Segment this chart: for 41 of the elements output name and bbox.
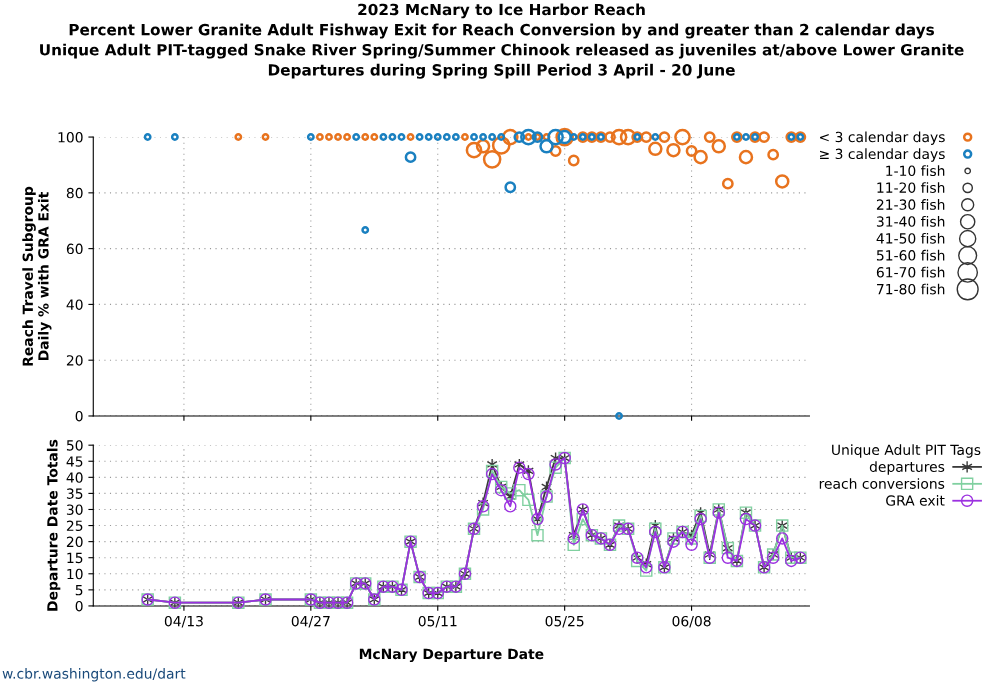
legend-label: 71-80 fish: [877, 283, 945, 295]
y-tick-label: 0: [75, 600, 83, 612]
legend-label: 31-40 fish: [876, 216, 945, 227]
y-tick-label: 5: [75, 585, 83, 596]
x-tick-label: 05/25: [545, 615, 584, 628]
x-tick-label: 04/27: [291, 615, 330, 628]
y-tick-label: 45: [66, 456, 83, 467]
legend-label: GRA exit: [886, 495, 945, 506]
legend-label: 51-60 fish: [876, 249, 945, 261]
x-axis-title: McNary Departure Date: [359, 648, 544, 662]
y-tick-label: 50: [66, 440, 83, 451]
x-tick-label: 06/08: [672, 615, 711, 628]
legend-label: reach conversions: [819, 478, 945, 489]
legend-label: departures: [869, 461, 945, 475]
legend-label: ≥ 3 calendar days: [820, 148, 945, 162]
x-tick-label: 05/11: [418, 615, 457, 628]
y-tick-label: 40: [66, 472, 83, 483]
y-tick-label: 60: [66, 243, 83, 255]
y-axis-title: Reach Travel Subgroup Daily % with GRA Exit: [22, 186, 52, 366]
text: w.cbr.washington.edu/dart: [2, 668, 186, 682]
y-tick-label: 10: [67, 568, 83, 580]
y-tick-label: 15: [67, 552, 83, 564]
legend-label: 61-70 fish: [876, 266, 945, 278]
series-label: < 3 calendar days: [820, 131, 945, 145]
y-tick-label: 20: [66, 355, 83, 366]
y-tick-label: 80: [66, 187, 83, 199]
y-tick-label: 0: [75, 410, 83, 422]
y-tick-label: 100: [58, 132, 83, 143]
legend-label: 1-10 fish: [886, 165, 945, 177]
chart-title: 2023 McNary to Ice Harbor Reach Percent Lower Granite Adult Fishway Exit for Reach Conversion by and greater than 2 calendar days Unique Adult PIT-tagged Snake River Spring/Summer Chinook released as juveniles at/above Lower Granite Departures during Spring Spill Period 3 April - 20 June: [40, 3, 964, 79]
y-tick-label: 35: [66, 488, 83, 499]
y-tick-label: 30: [66, 504, 83, 515]
y-tick-label: 40: [66, 299, 83, 310]
legend-label: 21-30 fish: [876, 199, 945, 210]
y-tick-label: 20: [66, 536, 83, 548]
x-tick-label: 04/13: [164, 615, 203, 628]
y-tick-label: 25: [66, 520, 83, 532]
legend-title: Unique Adult PIT Tags: [832, 444, 981, 458]
legend-label: 41-50 fish: [876, 232, 945, 244]
legend-label: 11-20 fish: [877, 182, 945, 193]
y-axis-title: Departure Date Totals: [46, 439, 61, 611]
